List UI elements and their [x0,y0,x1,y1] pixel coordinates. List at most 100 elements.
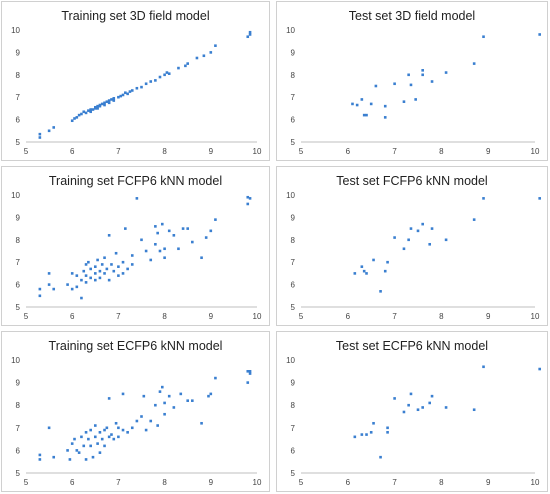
data-point [94,105,97,109]
data-point [402,100,406,103]
x-tick-label: 7 [392,147,397,156]
data-point [409,83,413,87]
data-point [144,249,148,253]
data-point [362,269,366,273]
data-point [177,247,180,251]
x-tick-label: 8 [162,312,167,321]
data-point [167,394,171,398]
data-point [409,392,413,396]
data-point [135,197,139,200]
data-point [209,392,213,396]
data-point [98,276,102,280]
data-point [52,126,56,129]
data-point [96,107,99,110]
data-point [128,90,132,93]
data-point [66,449,69,452]
x-tick-label: 8 [439,312,444,321]
data-point [402,410,406,414]
data-point [248,372,252,375]
chart-title: Training set FCFP6 kNN model [48,174,223,188]
data-point [126,92,129,96]
data-point [126,431,129,434]
data-point [186,399,189,402]
data-point [365,433,368,436]
data-point [430,227,434,230]
data-point [103,103,106,107]
data-point [163,401,166,405]
data-point [538,367,541,371]
data-point [430,394,434,398]
data-point [107,234,111,237]
x-tick-label: 10 [253,312,262,321]
x-tick-label: 5 [24,312,29,321]
x-tick-label: 10 [253,147,262,156]
chart-panel-6: Test set ECFP6 kNN model 5 6 7 8 9 10 5 6 7 8 9 10 [276,331,548,492]
data-point [444,406,448,409]
y-tick-label: 5 [291,138,296,147]
chart-panel-2: Test set 3D field model 5 6 7 8 9 10 5 6 7 8 9 10 [276,1,548,161]
data-point [89,267,92,271]
data-point [165,71,169,74]
y-tick-label: 9 [291,379,296,388]
data-point [360,98,364,101]
x-tick-label: 8 [162,478,167,487]
data-point [117,435,120,439]
y-tick-label: 5 [16,469,21,478]
x-tick-label: 10 [531,312,540,321]
data-point [444,238,448,242]
data-point [107,278,111,282]
x-tick-label: 10 [253,478,262,487]
y-tick-label: 6 [16,281,21,290]
data-point [386,426,389,430]
data-point [393,236,396,239]
data-point [107,397,111,400]
data-point [369,431,373,434]
data-point [374,84,378,88]
data-point [160,222,164,226]
y-tick-label: 5 [16,303,21,312]
data-point [369,102,373,106]
data-point [407,238,410,242]
data-point [149,258,153,262]
x-tick-label: 8 [162,147,167,156]
data-point [124,91,127,95]
data-point [163,412,166,416]
data-point [80,435,83,439]
data-point [360,433,364,436]
data-point [158,390,162,393]
data-point [195,56,199,60]
y-tick-label: 6 [16,116,21,125]
data-point [172,406,176,409]
data-point [84,281,88,284]
data-point [82,269,86,273]
data-point [77,113,81,117]
data-point [82,110,86,114]
data-point [112,99,116,102]
data-point [117,95,120,99]
data-point [186,227,189,230]
x-tick-label: 6 [346,147,351,156]
data-point [416,229,420,233]
y-tick-label: 5 [16,138,21,147]
y-tick-label: 8 [291,236,296,245]
data-point [75,116,79,119]
y-tick-label: 10 [286,26,295,35]
data-point [73,437,76,441]
data-point [117,426,120,430]
chart-title: Test set 3D field model [348,9,476,23]
data-point [112,269,116,273]
data-point [110,433,113,436]
data-point [184,64,187,68]
x-tick-label: 9 [486,147,491,156]
data-point [47,426,51,430]
y-tick-label: 7 [291,93,296,102]
data-point [407,73,410,77]
data-point [117,274,120,277]
data-point [248,33,252,36]
x-tick-label: 6 [346,478,351,487]
y-tick-label: 6 [291,446,296,455]
data-point [383,104,387,108]
x-tick-label: 6 [70,312,75,321]
data-point [91,108,95,111]
data-point [112,97,116,100]
